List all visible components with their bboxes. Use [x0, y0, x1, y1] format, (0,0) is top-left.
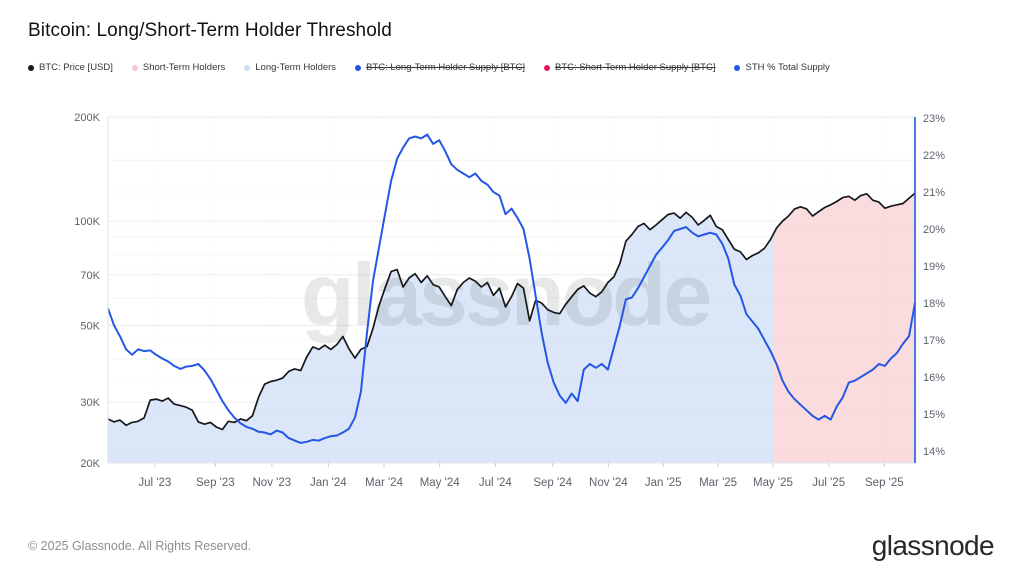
- x-axis-label: Sep '24: [533, 477, 572, 489]
- right-axis-label: 15%: [923, 409, 945, 421]
- legend-dot-icon: [244, 64, 251, 71]
- right-axis-label: 14%: [923, 446, 945, 458]
- legend-item-label: Short-Term Holders: [142, 62, 226, 73]
- chart-legend: BTC: Price [USD] Short-Term Holders Long-T…: [28, 62, 830, 73]
- right-axis-label: 23%: [923, 113, 945, 125]
- legend-dot-icon: [131, 64, 138, 71]
- legend-item-2[interactable]: Long-Term Holders: [244, 62, 336, 73]
- glassnode-logo: glassnode: [871, 530, 995, 561]
- left-axis-label: 200K: [74, 112, 100, 124]
- watermark: glassnode: [301, 245, 709, 344]
- right-axis-label: 18%: [923, 298, 945, 310]
- copyright-text: © 2025 Glassnode. All Rights Reserved.: [28, 539, 252, 553]
- x-axis-label: Sep '25: [865, 477, 904, 489]
- x-axis-label: Jul '24: [479, 477, 512, 489]
- left-axis-label: 20K: [80, 458, 100, 470]
- legend-item-label: BTC: Price [USD]: [39, 62, 113, 73]
- legend-item-4[interactable]: BTC: Short-Term Holder Supply [BTC]: [543, 62, 716, 73]
- left-axis-label: 100K: [74, 216, 100, 228]
- right-axis-label: 17%: [923, 335, 945, 347]
- legend-item-5[interactable]: STH % Total Supply: [734, 62, 830, 73]
- legend-dot-icon: [734, 64, 741, 71]
- legend-item-label: Long-Term Holders: [255, 62, 337, 73]
- x-axis-label: May '25: [753, 477, 793, 489]
- x-axis-label: Nov '23: [253, 477, 292, 489]
- x-axis-label: Nov '24: [589, 477, 628, 489]
- x-axis-label: May '24: [420, 477, 461, 489]
- legend-item-1[interactable]: Short-Term Holders: [131, 62, 226, 73]
- legend-dot-icon: [28, 64, 34, 71]
- x-axis-label: Mar '25: [699, 477, 737, 489]
- x-axis-label: Jan '25: [645, 477, 682, 489]
- btc-price-line: [107, 192, 916, 431]
- region-fill-long-term: [108, 212, 773, 463]
- right-axis-label: 20%: [923, 224, 945, 236]
- legend-item-0[interactable]: BTC: Price [USD]: [28, 62, 113, 73]
- right-axis-label: 16%: [923, 372, 945, 384]
- left-axis-label: 30K: [80, 397, 100, 409]
- right-axis-label: 22%: [923, 150, 945, 162]
- x-axis-label: Mar '24: [365, 477, 404, 489]
- right-axis-label: 19%: [923, 261, 945, 273]
- legend-dot-icon: [355, 64, 362, 71]
- x-axis-label: Jan '24: [310, 477, 347, 489]
- right-axis-label: 21%: [923, 187, 945, 199]
- sth-percent-line: [107, 133, 916, 444]
- legend-dot-icon: [543, 64, 550, 71]
- legend-item-label: BTC: Short-Term Holder Supply [BTC]: [554, 62, 716, 73]
- legend-item-label: STH % Total Supply: [745, 62, 830, 73]
- x-axis-label: Sep '23: [196, 477, 235, 489]
- chart-title: Bitcoin: Long/Short-Term Holder Threshol…: [28, 20, 392, 41]
- legend-item-3[interactable]: BTC: Long-Term Holder Supply [BTC]: [355, 62, 525, 73]
- x-axis-label: Jul '25: [812, 477, 845, 489]
- region-fill-short-term: [772, 193, 915, 463]
- left-axis-label: 50K: [80, 320, 100, 332]
- legend-item-label: BTC: Long-Term Holder Supply [BTC]: [366, 62, 525, 73]
- left-axis-label: 70K: [80, 270, 100, 282]
- x-axis-label: Jul '23: [138, 477, 171, 489]
